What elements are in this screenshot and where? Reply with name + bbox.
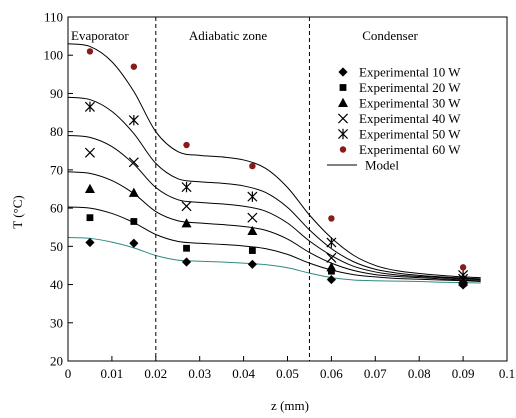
data-point <box>128 187 139 197</box>
data-point <box>458 276 469 286</box>
legend-label: Experimental 10 W <box>359 65 461 80</box>
data-point <box>247 259 257 269</box>
data-point <box>459 264 467 271</box>
data-point <box>326 252 337 263</box>
data-point <box>130 218 138 225</box>
legend-label: Experimental 40 W <box>359 111 461 126</box>
data-point <box>328 215 335 222</box>
x-tick-label: 0 <box>65 366 72 381</box>
data-point <box>247 225 258 236</box>
data-point <box>458 269 469 281</box>
data-point <box>326 262 337 272</box>
data-point <box>247 212 258 223</box>
model-curve <box>67 43 481 279</box>
data-point <box>248 247 256 254</box>
y-axis-label: T (°C) <box>10 195 25 228</box>
y-tick-label: 100 <box>44 48 64 63</box>
legend-marker <box>337 128 349 140</box>
data-point <box>181 218 192 228</box>
data-point <box>86 48 94 55</box>
data-point <box>129 238 139 248</box>
y-tick-label: 70 <box>50 162 63 177</box>
legend-marker <box>338 67 348 77</box>
data-point <box>84 183 95 193</box>
data-point <box>130 63 138 70</box>
zone-labels: Evaporator Adiabatic zone Condenser <box>71 28 418 43</box>
data-point <box>84 147 95 158</box>
y-tick-label: 50 <box>50 239 63 254</box>
x-tick-label: 0.05 <box>276 366 299 381</box>
legend-marker <box>337 113 349 124</box>
legend-label: Experimental 20 W <box>359 80 461 95</box>
x-axis-label: z (mm) <box>271 398 309 413</box>
zone-label: Adiabatic zone <box>189 28 268 43</box>
legend-label: Experimental 60 W <box>359 142 461 157</box>
data-point <box>183 141 190 149</box>
model-curve <box>67 237 481 284</box>
data-point <box>181 181 192 193</box>
x-tick-label: 0.09 <box>452 366 475 381</box>
y-tick-label: 80 <box>50 124 63 139</box>
experimental-markers <box>84 48 469 290</box>
x-tick-label: 0.02 <box>144 366 167 381</box>
zone-label: Evaporator <box>71 28 129 43</box>
data-point <box>181 201 192 212</box>
x-tick-label: 0.06 <box>320 366 343 381</box>
legend-label: Experimental 30 W <box>359 96 461 111</box>
data-point <box>183 244 190 252</box>
y-tick-label: 20 <box>50 354 63 369</box>
legend-label: Experimental 50 W <box>359 127 461 142</box>
axes: 0 0.01 0.02 0.03 0.04 0.05 0.06 0.07 0.08 0.09 0.1… <box>44 10 516 382</box>
data-point <box>247 191 258 202</box>
zone-boundaries <box>155 17 310 361</box>
x-tick-label: 0.07 <box>364 366 387 381</box>
zone-label: Condenser <box>362 28 418 43</box>
data-point <box>85 237 95 248</box>
y-tick-label: 110 <box>44 10 63 25</box>
data-point <box>128 157 139 168</box>
data-point <box>86 214 94 222</box>
legend-marker <box>338 97 348 107</box>
data-point <box>326 274 336 285</box>
y-tick-label: 30 <box>50 315 63 330</box>
legend-marker <box>339 84 347 91</box>
y-tick-label: 60 <box>50 201 63 216</box>
x-tick-label: 0.04 <box>232 366 255 381</box>
data-point <box>84 101 95 113</box>
model-curve <box>67 134 481 281</box>
data-point <box>326 237 337 248</box>
x-tick-label: 0.1 <box>499 366 515 381</box>
x-tick-label: 0.08 <box>408 366 431 381</box>
model-curve <box>67 96 481 280</box>
y-tick-label: 40 <box>50 277 63 292</box>
data-point <box>128 115 139 126</box>
x-tick-label: 0.03 <box>188 366 211 381</box>
data-point <box>181 257 192 267</box>
legend-marker <box>339 146 347 153</box>
data-point <box>249 162 256 170</box>
x-tick-label: 0.01 <box>101 366 124 381</box>
y-tick-label: 90 <box>50 86 63 101</box>
legend-label: Model <box>365 158 399 173</box>
